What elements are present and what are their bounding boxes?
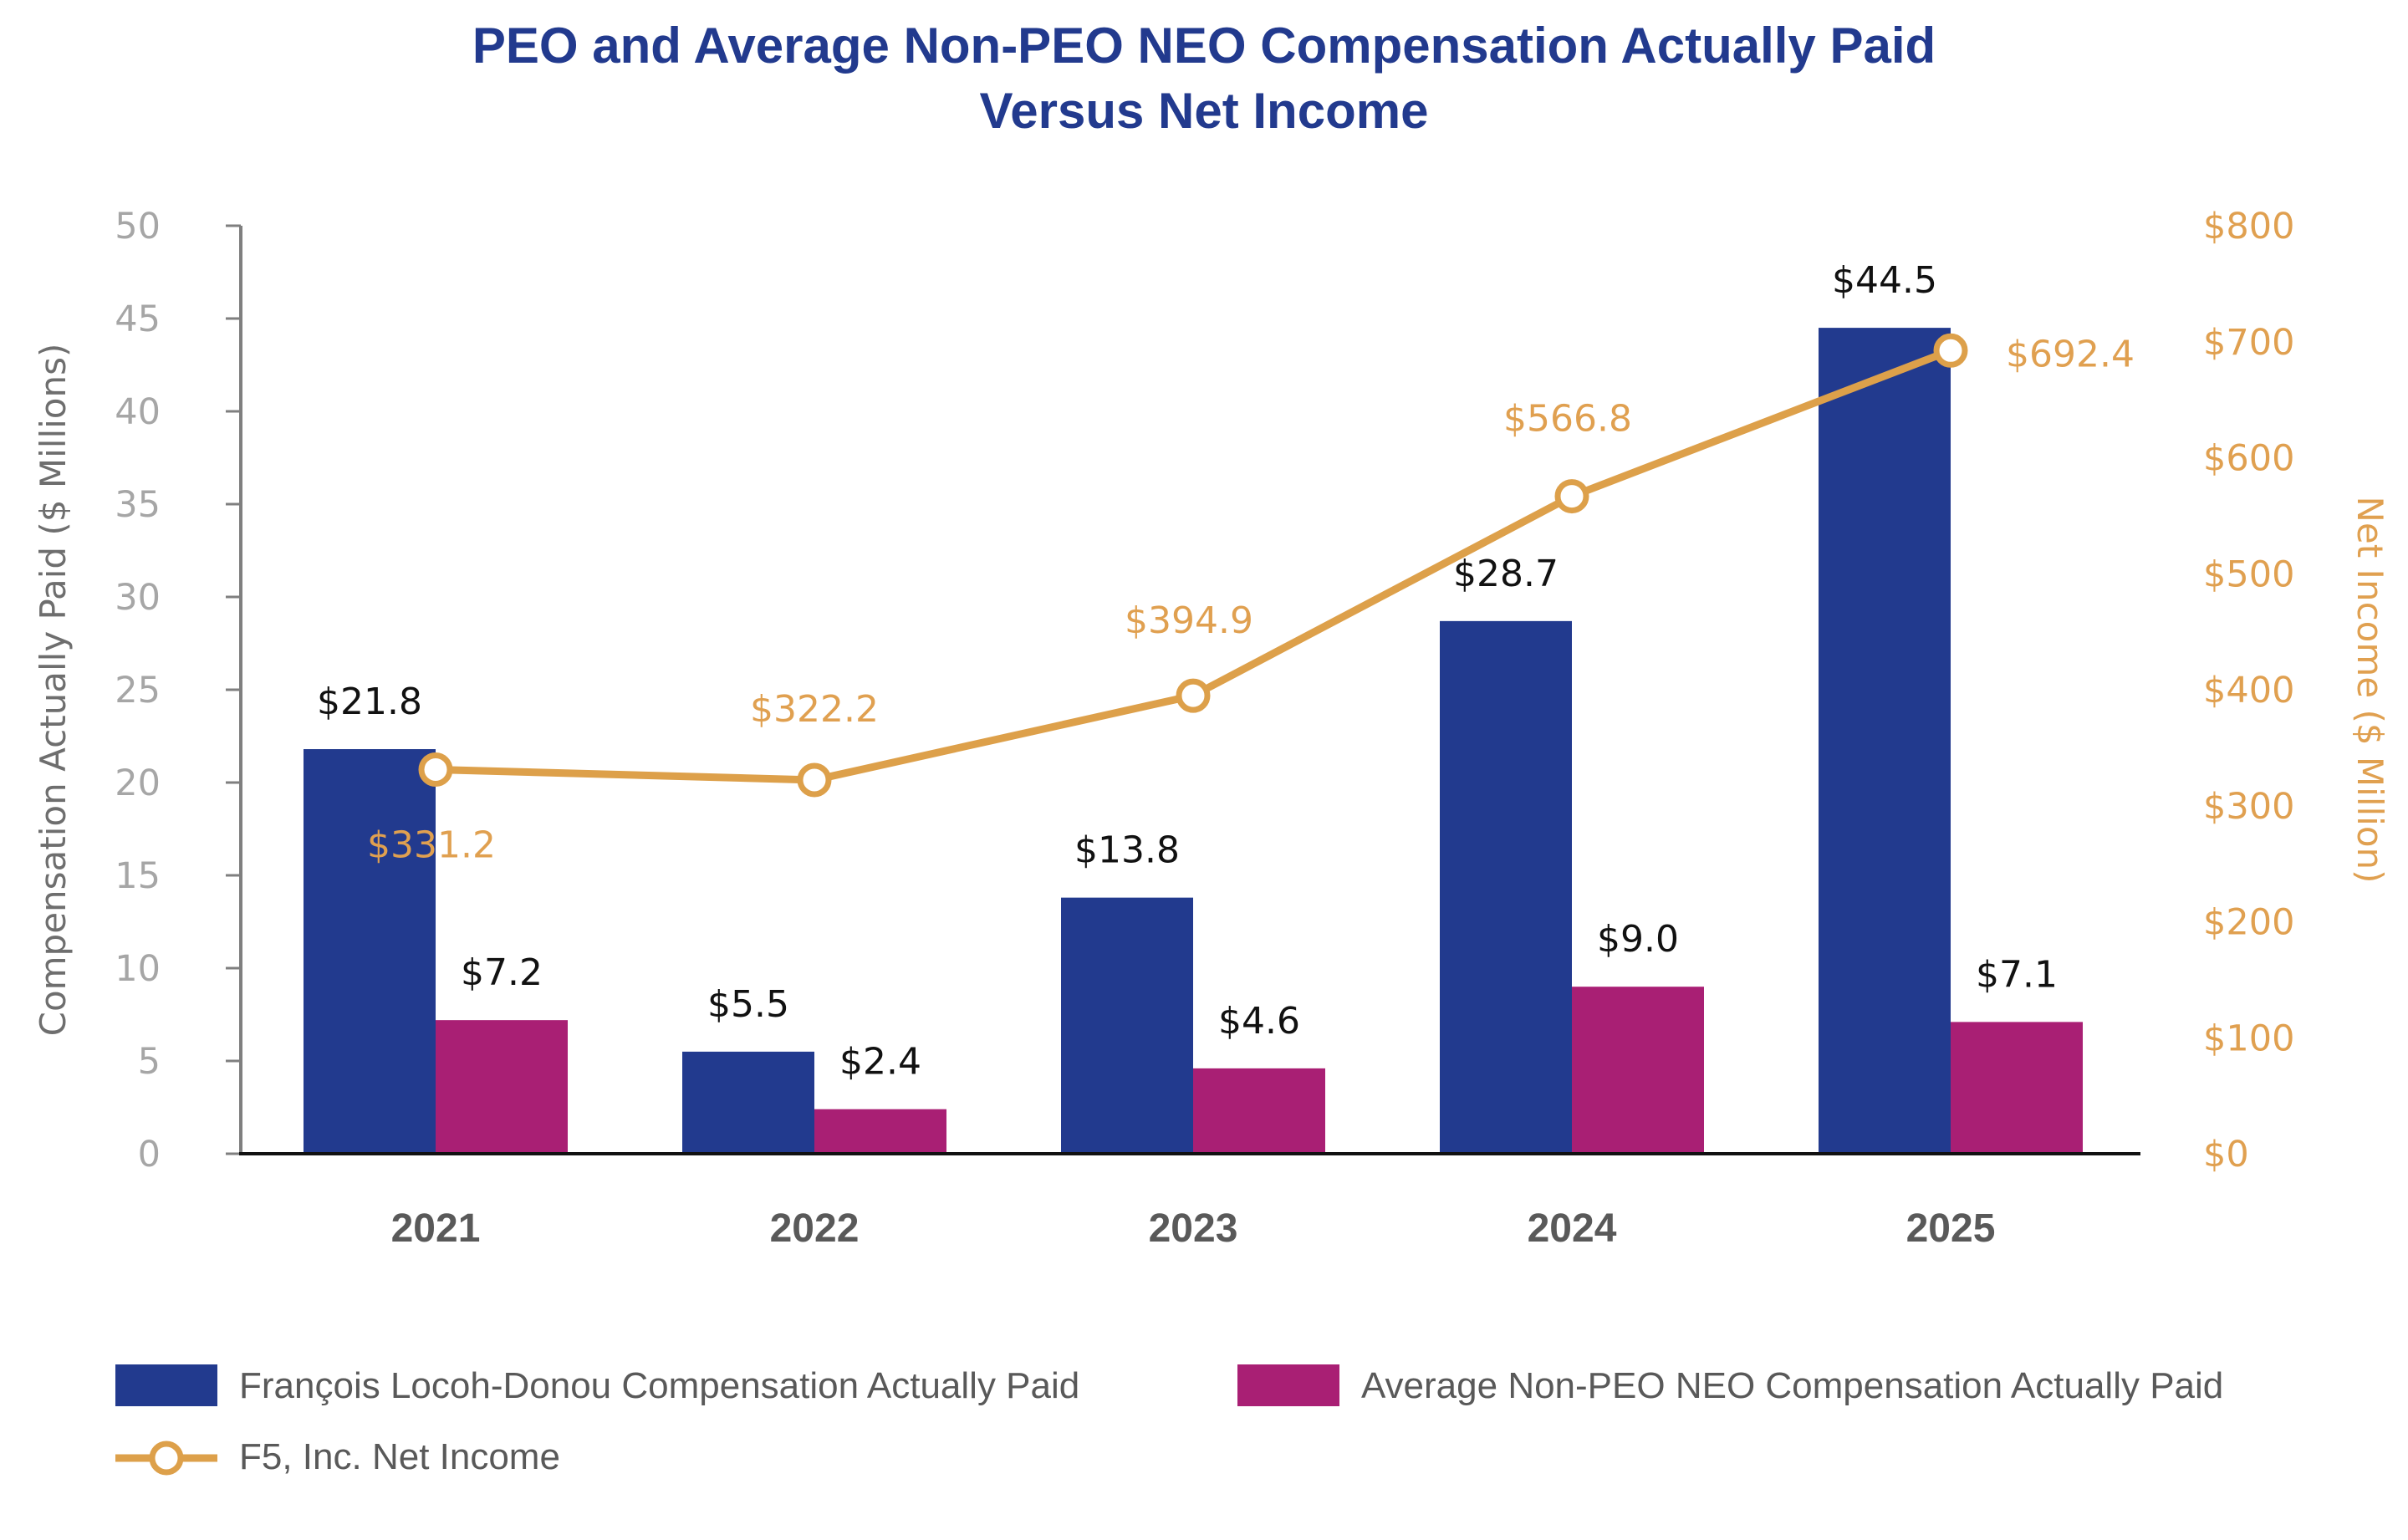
bar-non-peo-2021 [436, 1020, 568, 1154]
right-tick-label: $800 [2203, 206, 2294, 247]
left-tick-label: 0 [138, 1134, 161, 1175]
net-income-point-2024 [1554, 479, 1589, 514]
legend-label-peo: François Locoh-Donou Compensation Actual… [239, 1365, 1079, 1406]
right-tick-label: $500 [2203, 553, 2294, 595]
left-tick-label: 10 [115, 948, 161, 990]
left-tick-label: 40 [115, 391, 161, 433]
bar-peo-2024 [1440, 620, 1572, 1154]
line-label-2022: $322.2 [750, 688, 879, 731]
left-tick-label: 45 [115, 298, 161, 340]
left-axis-label: Compensation Actually Paid ($ Millions) [33, 344, 74, 1037]
legend-swatch-peo [115, 1364, 217, 1406]
right-axis-ticks: $0 $100 $200 $300 $400 $500 $600 $700 $800 [2203, 206, 2294, 1175]
bar-label-peo-2023: $13.8 [1074, 829, 1180, 872]
left-tick-label: 35 [115, 484, 161, 526]
left-tick-label: 15 [115, 855, 161, 897]
bar-label-non-peo-2024: $9.0 [1597, 918, 1679, 961]
bars [304, 328, 2083, 1155]
left-tick-label: 20 [115, 762, 161, 804]
chart-title-line-2: Versus Net Income [980, 83, 1429, 139]
line-label-2024: $566.8 [1503, 398, 1632, 441]
bar-non-peo-2022 [814, 1109, 946, 1154]
bar-value-labels: $21.8 $7.2 $5.5 $2.4 $13.8 $4.6 $28.7 $9.0 $44.5… [317, 259, 2058, 1084]
bar-peo-2025 [1819, 328, 1951, 1155]
line-label-2023: $394.9 [1125, 599, 1253, 642]
line-label-2021: $331.2 [367, 824, 496, 866]
left-tick-label: 50 [115, 206, 161, 247]
right-tick-label: $100 [2203, 1017, 2294, 1059]
line-label-2025: $692.4 [2006, 333, 2135, 375]
net-income-point-2022 [797, 762, 832, 798]
bar-label-non-peo-2022: $2.4 [839, 1041, 921, 1084]
right-tick-label: $400 [2203, 670, 2294, 711]
bar-non-peo-2025 [1951, 1022, 2083, 1154]
bar-label-peo-2022: $5.5 [707, 983, 789, 1026]
left-tick-label: 5 [138, 1041, 161, 1083]
line-value-labels: $331.2 $322.2 $394.9 $566.8 $692.4 [367, 333, 2135, 866]
legend-swatch-net-income-marker [149, 1441, 184, 1476]
x-tick-label-2022: 2022 [770, 1206, 860, 1251]
bar-label-peo-2021: $21.8 [317, 681, 422, 723]
bar-label-peo-2024: $28.7 [1453, 553, 1559, 595]
left-tick-label: 30 [115, 577, 161, 619]
chart-title-line-1: PEO and Average Non-PEO NEO Compensation… [472, 18, 1936, 74]
bar-peo-2022 [682, 1051, 814, 1154]
x-tick-label-2023: 2023 [1149, 1206, 1238, 1251]
x-tick-label-2025: 2025 [1906, 1206, 1996, 1251]
bar-label-non-peo-2023: $4.6 [1218, 1000, 1300, 1043]
bar-non-peo-2024 [1572, 987, 1704, 1154]
right-tick-label: $0 [2203, 1134, 2249, 1175]
net-income-line-series [418, 333, 1968, 798]
legend-label-non-peo: Average Non-PEO NEO Compensation Actuall… [1361, 1365, 2223, 1406]
legend-label-net-income: F5, Inc. Net Income [239, 1436, 560, 1477]
bar-peo-2021 [304, 749, 436, 1154]
right-tick-label: $700 [2203, 322, 2294, 364]
bar-non-peo-2023 [1193, 1068, 1325, 1154]
net-income-point-2023 [1176, 678, 1211, 713]
legend-swatch-non-peo [1237, 1364, 1339, 1406]
x-axis-ticks: 2021 2022 2023 2024 2025 [391, 1206, 1996, 1251]
right-tick-label: $600 [2203, 438, 2294, 480]
bar-label-non-peo-2025: $7.1 [1976, 953, 2058, 996]
bar-label-non-peo-2021: $7.2 [461, 951, 543, 994]
net-income-point-2025 [1933, 333, 1968, 368]
left-axis-ticks: 0 5 10 15 20 25 30 35 40 45 50 [115, 206, 241, 1175]
right-tick-label: $200 [2203, 902, 2294, 944]
bar-peo-2023 [1061, 897, 1193, 1154]
x-tick-label-2021: 2021 [391, 1206, 481, 1251]
left-tick-label: 25 [115, 670, 161, 711]
legend: François Locoh-Donou Compensation Actual… [115, 1364, 2223, 1477]
bar-label-peo-2025: $44.5 [1832, 259, 1937, 302]
right-tick-label: $300 [2203, 786, 2294, 828]
net-income-point-2021 [418, 752, 453, 787]
right-axis-label: Net Income ($ Million) [2349, 496, 2390, 883]
x-tick-label-2024: 2024 [1528, 1206, 1617, 1251]
net-income-line [435, 347, 1952, 784]
